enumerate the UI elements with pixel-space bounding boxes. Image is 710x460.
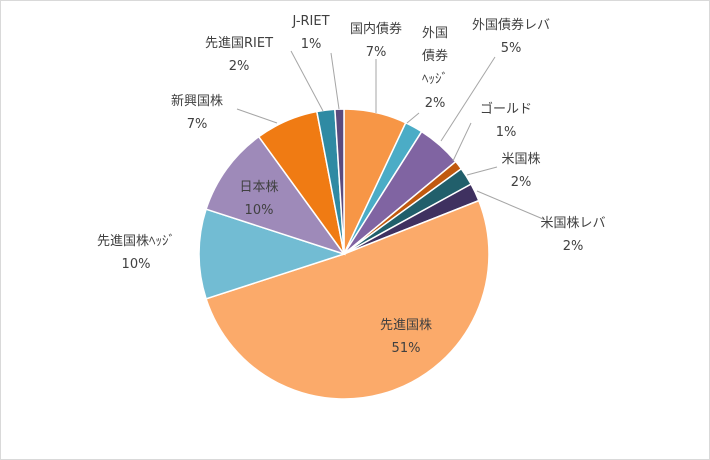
slice-label-4: ゴールド 1% xyxy=(480,101,532,140)
slice-label-5: 米国株 2% xyxy=(501,152,540,190)
slice-label-2: 外国債券ﾍｯｼﾞ 2% xyxy=(422,26,448,111)
pie-slice-8 xyxy=(198,208,347,300)
leader-line-6 xyxy=(476,190,544,220)
slice-label-3: 外国債券レバ 5% xyxy=(472,17,550,56)
slice-label-9: 日本株 10% xyxy=(239,180,278,218)
pie-slice-7 xyxy=(205,199,490,400)
leader-line-2 xyxy=(406,112,420,124)
slice-label-1: 国内債券 7% xyxy=(350,21,402,60)
pie-slice-9 xyxy=(205,135,346,256)
leader-line-4 xyxy=(452,122,472,162)
slice-label-7: 先進国株 51% xyxy=(380,318,432,356)
slice-label-11: 先進国RIET 2% xyxy=(205,36,273,74)
slice-label-8: 先進国株ﾍｯｼﾞ 10% xyxy=(97,234,175,272)
leader-line-3 xyxy=(440,56,496,142)
slice-label-10: 新興国株 7% xyxy=(171,93,223,132)
slice-label-6: 米国株レバ 2% xyxy=(540,216,605,254)
pie-slice-12 xyxy=(334,108,345,255)
leader-line-12 xyxy=(330,52,340,110)
slice-label-12: J-RIET 1% xyxy=(291,14,329,52)
leader-line-5 xyxy=(466,166,498,176)
leader-line-11 xyxy=(290,50,324,112)
leader-line-10 xyxy=(236,108,278,124)
